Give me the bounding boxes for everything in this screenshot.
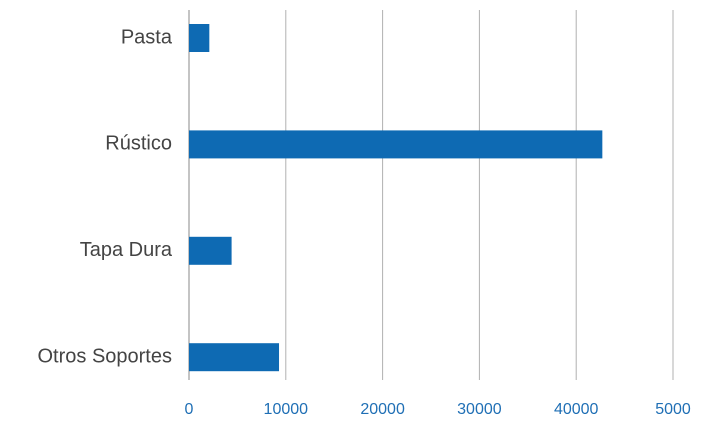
x-tick-label: 30000 — [457, 401, 502, 418]
x-tick-label: 5000 — [655, 401, 691, 418]
bar — [189, 130, 603, 159]
y-tick-label: Tapa Dura — [80, 239, 173, 261]
x-tick-label: 10000 — [264, 401, 309, 418]
y-tick-label: Pasta — [121, 26, 173, 48]
y-tick-label: Rústico — [105, 133, 172, 155]
x-tick-label: 0 — [185, 401, 194, 418]
bar — [189, 343, 280, 372]
x-tick-label: 40000 — [554, 401, 599, 418]
y-tick-label: Otros Soportes — [37, 345, 172, 367]
bar — [189, 24, 210, 52]
bar — [189, 236, 232, 265]
x-tick-label: 20000 — [360, 401, 405, 418]
